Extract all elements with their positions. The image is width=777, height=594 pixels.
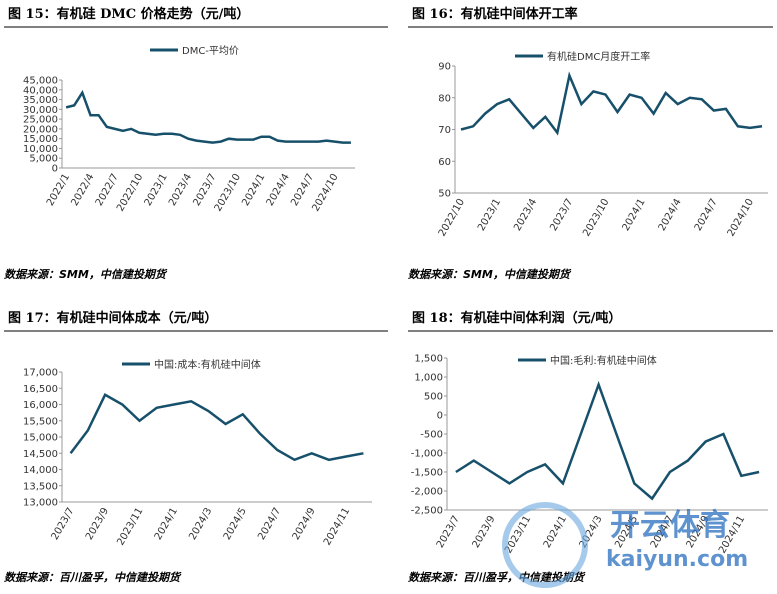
x-tick-label: 2024/4 [265,172,292,208]
x-tick-label: 2023/4 [512,197,539,233]
y-tick-label: 25,000 [23,115,58,126]
watermark-name: 开云体育 [610,508,730,543]
x-tick-label: 2023/7 [548,197,575,233]
chart-title: 图 17：有机硅中间体成本（元/吨） [8,310,217,326]
x-tick-label: 2023/1 [143,172,170,208]
y-tick-label: -500 [420,430,443,441]
series-line [455,380,760,501]
chart-title: 图 18：有机硅中间体利润（元/吨） [412,310,621,326]
y-tick-label: 70 [438,125,451,136]
x-tick-label: 2023/7 [435,514,462,550]
legend-label: DMC-平均价 [182,45,239,57]
x-tick-label: 2022/10 [437,197,467,238]
x-tick-label: 2023/7 [50,506,77,542]
series-line [69,393,364,462]
watermark-url: kaiyun.com [606,547,748,572]
y-tick-label: 13,500 [23,481,58,492]
legend-label: 中国:毛利:有机硅中间体 [550,354,657,367]
chart-title: 图 16：有机硅中间体开工率 [412,6,578,22]
source-note: 数据来源：SMM，中信建投期货 [4,268,168,281]
x-tick-label: 2023/11 [115,506,145,547]
y-tick-label: 500 [424,392,443,403]
y-tick-label: -2,000 [411,487,443,498]
y-tick-label: 15,500 [23,416,58,427]
y-tick-label: 45,000 [23,76,58,87]
x-tick-label: 2024/3 [187,506,214,542]
x-tick-label: 2024/1 [153,506,180,542]
x-tick-label: 2022/1 [45,172,72,208]
y-tick-label: 60 [438,157,451,168]
y-tick-label: 35,000 [23,95,58,106]
x-tick-label: 2024/11 [322,506,352,547]
y-tick-label: 40,000 [23,85,58,96]
x-tick-label: 2024/1 [240,172,267,208]
y-tick-label: 5,000 [29,154,58,165]
y-tick-label: 17,000 [23,368,58,379]
series-line [65,89,351,144]
y-tick-label: 30,000 [23,105,58,116]
x-tick-label: 2024/5 [222,506,249,542]
x-tick-label: 2023/9 [471,514,498,550]
y-tick-label: 13,000 [23,498,58,509]
source-note: 数据来源：百川盈孚，中信建投期货 [408,571,586,584]
source-note: 数据来源：SMM，中信建投期货 [408,268,572,281]
y-tick-label: -2,500 [411,506,443,517]
y-tick-label: 14,500 [23,449,58,460]
series-line [460,71,763,136]
y-tick-label: 0 [52,164,58,175]
y-tick-label: 16,500 [23,384,58,395]
y-tick-label: 16,000 [23,400,58,411]
y-tick-label: 1,000 [414,373,443,384]
legend-label: 中国:成本:有机硅中间体 [154,358,261,371]
y-tick-label: 14,000 [23,465,58,476]
y-tick-label: -1,000 [411,449,443,460]
x-tick-label: 2023/1 [476,197,503,233]
x-tick-label: 2024/7 [256,506,283,542]
y-tick-label: 50 [438,189,451,200]
x-tick-label: 2024/9 [291,506,318,542]
x-tick-label: 2024/7 [289,172,316,208]
y-tick-label: 0 [437,411,443,422]
x-tick-label: 2024/10 [726,197,756,238]
x-tick-label: 2023/9 [84,506,111,542]
x-tick-label: 2024/1 [621,197,648,233]
source-note: 数据来源：百川盈孚，中信建投期货 [4,571,182,584]
x-tick-label: 2024/4 [657,197,684,233]
y-tick-label: 1,500 [414,354,443,365]
x-tick-label: 2022/7 [94,172,121,208]
y-tick-label: 80 [438,93,451,104]
x-tick-label: 2024/1 [542,514,569,550]
y-tick-label: 15,000 [23,134,58,145]
x-tick-label: 2023/7 [192,172,219,208]
legend-label: 有机硅DMC月度开工率 [547,50,650,63]
y-tick-label: 20,000 [23,124,58,135]
y-tick-label: 10,000 [23,144,58,155]
x-tick-label: 2023/4 [167,172,194,208]
y-tick-label: 90 [438,62,451,73]
y-tick-label: 15,000 [23,433,58,444]
chart-title: 图 15：有机硅 DMC 价格走势（元/吨） [8,6,249,22]
x-tick-label: 2022/4 [69,172,96,208]
watermark-logo [502,502,588,588]
x-tick-label: 2023/10 [581,197,611,238]
y-tick-label: -1,500 [411,468,443,479]
x-tick-label: 2024/7 [693,197,720,233]
